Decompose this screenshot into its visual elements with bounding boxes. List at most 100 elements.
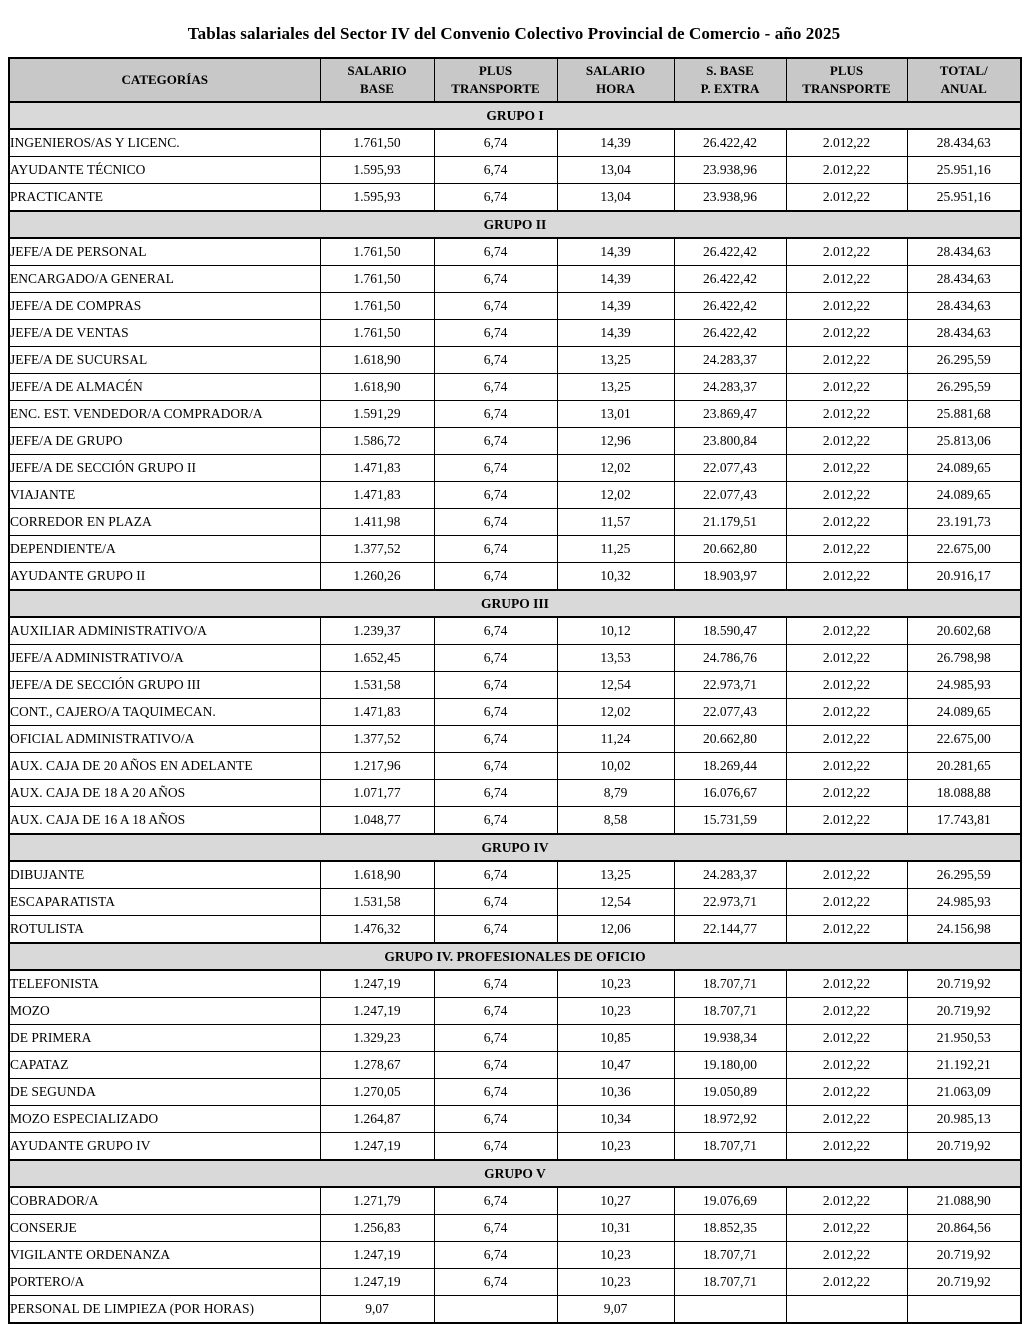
value-cell: 13,25 <box>556 860 675 889</box>
value-cell: 20.719,92 <box>906 969 1022 998</box>
value-cell: 2.012,22 <box>785 265 908 293</box>
group-header-row: GRUPO III <box>8 589 1022 618</box>
value-cell: 6,74 <box>433 725 558 753</box>
table-row: DIBUJANTE 1.618,90 6,74 13,25 24.283,37 2.012… <box>8 860 1022 889</box>
value-cell: 1.591,29 <box>319 400 435 428</box>
value-cell: 6,74 <box>433 915 558 944</box>
value-cell: 2.012,22 <box>785 1051 908 1079</box>
value-cell <box>433 1295 558 1324</box>
salary-table: CATEGORÍAS SALARIO BASE PLUS TRANSPORTE … <box>8 57 1022 1324</box>
value-cell: 6,74 <box>433 888 558 916</box>
value-cell: 20.719,92 <box>906 997 1022 1025</box>
category-cell: CORREDOR EN PLAZA <box>8 508 321 536</box>
value-cell: 6,74 <box>433 292 558 320</box>
column-header-salario-hora: SALARIO HORA <box>556 57 675 103</box>
category-cell: CONSERJE <box>8 1214 321 1242</box>
table-row: PORTERO/A 1.247,19 6,74 10,23 18.707,71 2.012… <box>8 1268 1022 1296</box>
category-cell: JEFE/A ADMINISTRATIVO/A <box>8 644 321 672</box>
value-cell: 19.180,00 <box>673 1051 787 1079</box>
value-cell: 21.088,90 <box>906 1186 1022 1215</box>
value-cell: 1.278,67 <box>319 1051 435 1079</box>
category-cell: ESCAPARATISTA <box>8 888 321 916</box>
category-cell: DEPENDIENTE/A <box>8 535 321 563</box>
table-row: AYUDANTE GRUPO II 1.260,26 6,74 10,32 18.903… <box>8 562 1022 591</box>
value-cell: 6,74 <box>433 400 558 428</box>
value-cell: 23.800,84 <box>673 427 787 455</box>
value-cell: 6,74 <box>433 183 558 212</box>
value-cell: 1.618,90 <box>319 373 435 401</box>
value-cell: 26.295,59 <box>906 373 1022 401</box>
value-cell: 2.012,22 <box>785 319 908 347</box>
table-row: AUXILIAR ADMINISTRATIVO/A 1.239,37 6,74 10,… <box>8 616 1022 645</box>
value-cell: 13,04 <box>556 156 675 184</box>
value-cell: 8,79 <box>556 779 675 807</box>
value-cell: 6,74 <box>433 698 558 726</box>
value-cell: 20.719,92 <box>906 1132 1022 1161</box>
category-cell: JEFE/A DE SECCIÓN GRUPO III <box>8 671 321 699</box>
value-cell: 13,04 <box>556 183 675 212</box>
value-cell: 20.719,92 <box>906 1268 1022 1296</box>
group-header-row: GRUPO IV <box>8 833 1022 862</box>
value-cell: 2.012,22 <box>785 183 908 212</box>
document-page: Tablas salariales del Sector IV del Conv… <box>8 24 1022 1324</box>
value-cell: 2.012,22 <box>785 508 908 536</box>
value-cell: 2.012,22 <box>785 671 908 699</box>
table-row: PRACTICANTE 1.595,93 6,74 13,04 23.938,96 2.0… <box>8 183 1022 212</box>
value-cell: 2.012,22 <box>785 481 908 509</box>
value-cell: 2.012,22 <box>785 725 908 753</box>
category-cell: DE SEGUNDA <box>8 1078 321 1106</box>
value-cell: 12,02 <box>556 698 675 726</box>
table-row: JEFE/A DE SECCIÓN GRUPO III 1.531,58 6,74 1… <box>8 671 1022 699</box>
table-row: ESCAPARATISTA 1.531,58 6,74 12,54 22.973,71 2… <box>8 888 1022 916</box>
category-cell: AYUDANTE TÉCNICO <box>8 156 321 184</box>
category-cell: JEFE/A DE GRUPO <box>8 427 321 455</box>
group-label: GRUPO IV <box>8 833 1022 862</box>
value-cell: 26.422,42 <box>673 265 787 293</box>
value-cell: 2.012,22 <box>785 752 908 780</box>
value-cell: 28.434,63 <box>906 265 1022 293</box>
category-cell: VIGILANTE ORDENANZA <box>8 1241 321 1269</box>
value-cell: 6,74 <box>433 346 558 374</box>
value-cell: 10,27 <box>556 1186 675 1215</box>
value-cell: 1.761,50 <box>319 128 435 157</box>
table-row: DE SEGUNDA 1.270,05 6,74 10,36 19.050,89 2.01… <box>8 1078 1022 1106</box>
value-cell: 2.012,22 <box>785 969 908 998</box>
category-cell: AUX. CAJA DE 20 AÑOS EN ADELANTE <box>8 752 321 780</box>
value-cell: 1.247,19 <box>319 1241 435 1269</box>
value-cell: 17.743,81 <box>906 806 1022 835</box>
value-cell: 18.088,88 <box>906 779 1022 807</box>
value-cell: 1.531,58 <box>319 671 435 699</box>
value-cell: 1.247,19 <box>319 997 435 1025</box>
category-cell: PORTERO/A <box>8 1268 321 1296</box>
value-cell: 14,39 <box>556 237 675 266</box>
value-cell: 25.813,06 <box>906 427 1022 455</box>
value-cell: 25.951,16 <box>906 156 1022 184</box>
value-cell: 2.012,22 <box>785 1214 908 1242</box>
category-cell: PERSONAL DE LIMPIEZA (POR HORAS) <box>8 1295 321 1324</box>
value-cell: 26.422,42 <box>673 237 787 266</box>
category-cell: AUX. CAJA DE 18 A 20 AÑOS <box>8 779 321 807</box>
column-header-sbase-pextra: S. BASE P. EXTRA <box>673 57 787 103</box>
value-cell: 10,47 <box>556 1051 675 1079</box>
value-cell: 2.012,22 <box>785 698 908 726</box>
value-cell: 1.761,50 <box>319 292 435 320</box>
group-label: GRUPO I <box>8 101 1022 130</box>
value-cell: 28.434,63 <box>906 319 1022 347</box>
value-cell: 28.434,63 <box>906 128 1022 157</box>
column-header-salario-base: SALARIO BASE <box>319 57 435 103</box>
value-cell: 2.012,22 <box>785 1268 908 1296</box>
value-cell: 6,74 <box>433 562 558 591</box>
category-cell: AYUDANTE GRUPO IV <box>8 1132 321 1161</box>
value-cell: 12,06 <box>556 915 675 944</box>
value-cell: 6,74 <box>433 779 558 807</box>
value-cell: 2.012,22 <box>785 535 908 563</box>
value-cell: 14,39 <box>556 265 675 293</box>
value-cell: 21.179,51 <box>673 508 787 536</box>
category-cell: OFICIAL ADMINISTRATIVO/A <box>8 725 321 753</box>
table-row: CAPATAZ 1.278,67 6,74 10,47 19.180,00 2.012,2… <box>8 1051 1022 1079</box>
value-cell: 24.089,65 <box>906 454 1022 482</box>
value-cell: 6,74 <box>433 454 558 482</box>
value-cell: 22.077,43 <box>673 481 787 509</box>
value-cell: 2.012,22 <box>785 562 908 591</box>
value-cell: 2.012,22 <box>785 1241 908 1269</box>
